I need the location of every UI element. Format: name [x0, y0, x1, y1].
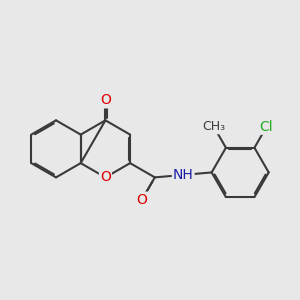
Text: CH₃: CH₃ — [202, 120, 225, 133]
Text: Cl: Cl — [260, 120, 273, 134]
Text: O: O — [100, 93, 111, 107]
Text: NH: NH — [173, 168, 194, 182]
Text: O: O — [100, 170, 111, 184]
Text: O: O — [136, 193, 147, 207]
